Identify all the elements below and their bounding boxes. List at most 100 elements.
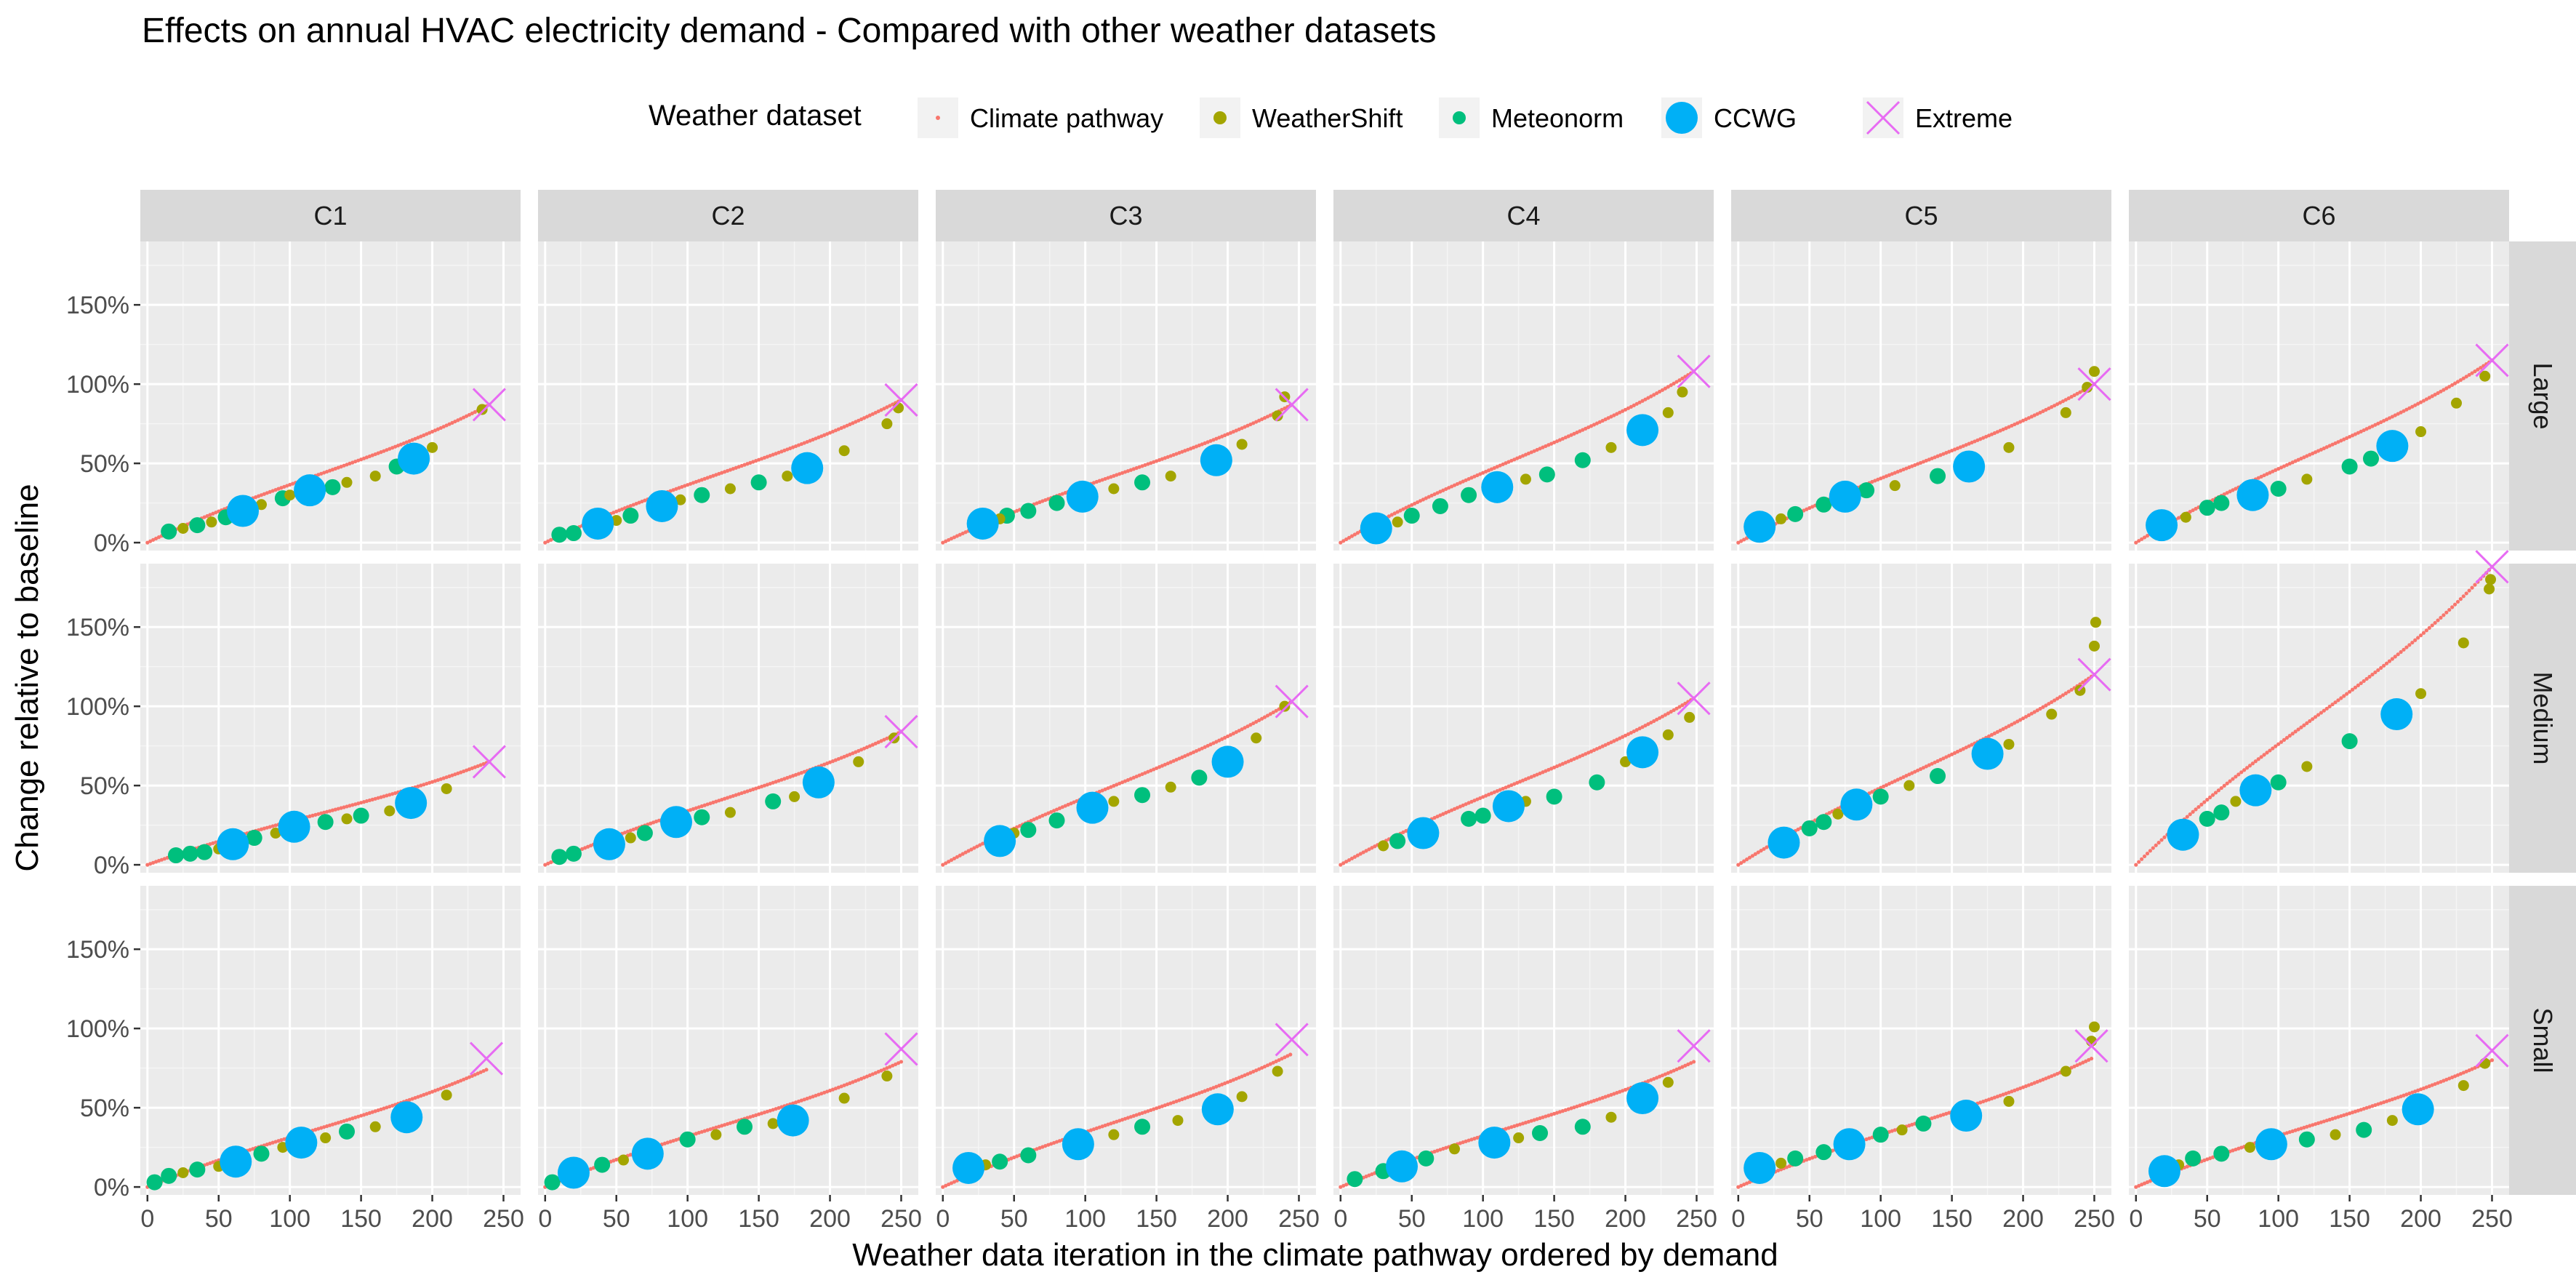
climate-pathway-point	[1907, 465, 1911, 470]
climate-pathway-point	[788, 446, 793, 451]
climate-pathway-point	[1649, 394, 1653, 399]
climate-pathway-point	[270, 489, 275, 493]
climate-pathway-point	[1452, 483, 1457, 487]
climate-pathway-point	[1532, 1118, 1536, 1122]
climate-pathway-point	[1203, 1089, 1207, 1093]
meteonorm-point	[622, 508, 639, 524]
ccwg-point	[1950, 1100, 1983, 1132]
climate-pathway-point	[2137, 860, 2141, 864]
climate-pathway-point	[1341, 861, 1346, 865]
climate-pathway-point	[2053, 404, 2057, 408]
climate-pathway-point	[1128, 468, 1133, 472]
ccwg-point	[1744, 1151, 1776, 1184]
panel-c5-medium	[1731, 564, 2111, 873]
climate-pathway-point	[2145, 1180, 2150, 1185]
climate-pathway-point	[619, 507, 625, 511]
climate-pathway-point	[1947, 1111, 1951, 1115]
climate-pathway-point	[2219, 785, 2223, 791]
climate-pathway-point	[2444, 610, 2449, 615]
meteonorm-point	[565, 525, 582, 542]
facet-strip-large: Large	[2509, 241, 2576, 551]
climate-pathway-point	[885, 1066, 889, 1071]
climate-pathway-point	[2450, 1075, 2455, 1079]
climate-pathway-point	[854, 420, 858, 424]
climate-pathway-point	[327, 1123, 332, 1127]
climate-pathway-point	[2452, 1074, 2457, 1079]
climate-pathway-point	[1066, 802, 1070, 807]
weathershift-point	[2088, 1021, 2100, 1033]
climate-pathway-point	[1955, 749, 1960, 754]
climate-pathway-point	[2316, 449, 2321, 453]
climate-pathway-point	[151, 860, 156, 865]
climate-pathway-point	[2464, 1069, 2468, 1073]
climate-pathway-point	[1432, 492, 1437, 497]
climate-pathway-point	[2418, 1087, 2423, 1092]
climate-pathway-point	[1367, 847, 1371, 852]
ccwg-point	[1201, 1093, 1234, 1126]
climate-pathway-point	[1112, 473, 1116, 478]
climate-pathway-point	[796, 1099, 801, 1104]
climate-pathway-point	[1944, 1111, 1949, 1116]
climate-pathway-point	[748, 788, 753, 793]
climate-pathway-point	[1452, 807, 1457, 811]
climate-pathway-point	[833, 428, 838, 433]
climate-pathway-point	[811, 437, 815, 442]
climate-pathway-point	[1472, 1137, 1477, 1141]
climate-pathway-point	[2055, 697, 2060, 701]
facet-strip-c5: C5	[1731, 190, 2111, 241]
ccwg-point	[1768, 826, 1800, 859]
climate-pathway-point	[1189, 751, 1193, 756]
climate-pathway-point	[1205, 440, 1210, 444]
climate-pathway-point	[856, 1078, 861, 1082]
climate-pathway-point	[1666, 385, 1670, 389]
climate-pathway-point	[2282, 464, 2287, 468]
climate-pathway-point	[543, 863, 547, 867]
climate-pathway-point	[1352, 855, 1357, 859]
ccwg-point	[227, 495, 260, 527]
climate-pathway-point	[777, 778, 781, 783]
climate-pathway-point	[1186, 753, 1190, 757]
climate-pathway-point	[211, 841, 215, 845]
climate-pathway-point	[2353, 432, 2358, 436]
climate-pathway-point	[856, 748, 861, 753]
meteonorm-point	[1538, 466, 1555, 483]
climate-pathway-point	[425, 432, 429, 436]
climate-pathway-point	[467, 767, 472, 772]
climate-pathway-point	[1575, 756, 1579, 760]
climate-pathway-point	[694, 1132, 699, 1136]
ccwg-point	[2402, 1093, 2434, 1126]
climate-pathway-point	[1155, 1106, 1159, 1111]
weathershift-point	[2301, 761, 2313, 772]
climate-pathway-point	[1268, 712, 1272, 716]
climate-pathway-point	[1753, 852, 1757, 856]
climate-pathway-point	[1180, 1097, 1184, 1102]
climate-pathway-point	[273, 823, 278, 828]
weathershift-point	[177, 522, 189, 534]
climate-pathway-point	[1163, 1103, 1167, 1108]
climate-pathway-point	[1618, 736, 1622, 740]
climate-pathway-point	[1612, 413, 1616, 417]
climate-pathway-point	[2470, 371, 2474, 375]
y-tick-label: 150%	[66, 614, 129, 641]
panel-background	[936, 241, 1316, 551]
climate-pathway-point	[464, 1076, 469, 1081]
climate-pathway-point	[1254, 719, 1259, 724]
climate-pathway-point	[2287, 1129, 2292, 1135]
climate-pathway-point	[1469, 476, 1474, 480]
climate-pathway-series	[1339, 369, 1696, 545]
climate-pathway-point	[2018, 420, 2023, 424]
climate-pathway-point	[356, 801, 361, 806]
climate-pathway-point	[1189, 447, 1193, 451]
panel-c1-large: 0%50%100%150%	[66, 241, 521, 557]
panel-c4-small: 0 50 100 150 200 250	[1333, 886, 1717, 1233]
climate-pathway-point	[2234, 487, 2238, 491]
climate-pathway-point	[845, 423, 849, 428]
climate-pathway-point	[768, 781, 772, 786]
climate-pathway-point	[1615, 1091, 1619, 1095]
climate-pathway-point	[1274, 1059, 1278, 1063]
climate-pathway-point	[2396, 652, 2400, 657]
climate-pathway-point	[2191, 809, 2195, 814]
climate-pathway-point	[805, 439, 809, 444]
climate-pathway-point	[1597, 420, 1602, 424]
meteonorm-point	[1872, 788, 1889, 805]
